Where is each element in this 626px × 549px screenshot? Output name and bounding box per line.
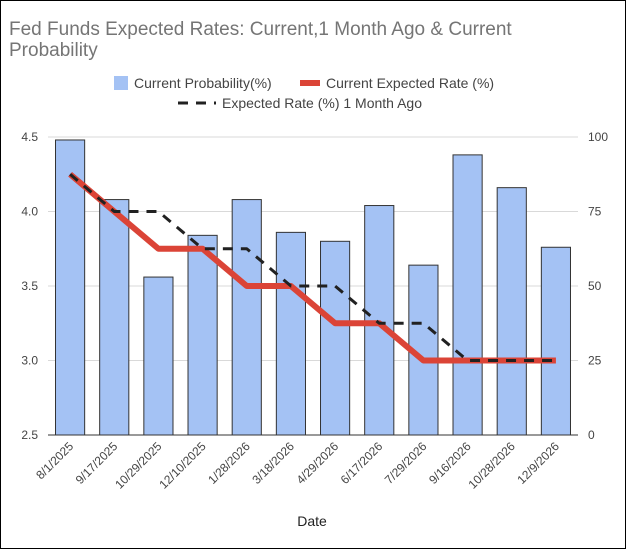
left-axis-tick-label: 3.0 [21,354,38,368]
probability-bar [99,199,130,436]
x-axis-tick-label: 6/17/2026 [338,439,386,487]
x-axis-label: Date [297,513,327,529]
probability-bar [55,139,86,436]
left-axis-tick-label: 4.5 [21,130,38,144]
chart-title: Fed Funds Expected Rates: Current,1 Mont… [9,19,512,61]
probability-bar [143,276,174,436]
x-axis-tick-label: 1/28/2026 [205,439,253,487]
right-axis-tick-label: 0 [588,428,595,442]
left-axis-ticks: 2.5 3.0 3.5 4.0 4.5 [21,130,38,442]
x-axis-tick-label: 8/1/2025 [33,439,76,482]
probability-bar [320,240,351,436]
rate-lines [68,171,556,364]
probability-bar [231,199,262,436]
x-axis-tick-label: 3/18/2026 [249,439,297,487]
legend-label-current-rate: Current Expected Rate (%) [326,75,494,91]
right-axis-ticks: 0 25 50 75 100 [588,130,608,442]
left-axis-tick-label: 3.5 [21,279,38,293]
x-axis-tick-label: 4/29/2026 [294,439,342,487]
probability-bars [55,139,571,436]
right-axis-tick-label: 100 [588,130,608,144]
legend-label-probability: Current Probability(%) [134,75,272,91]
probability-bar [452,154,483,436]
current-expected-rate-line [68,171,556,364]
x-axis-tick-label: 12/9/2026 [514,439,562,487]
right-axis-tick-label: 50 [588,279,602,293]
left-axis-tick-label: 4.0 [21,205,38,219]
right-axis-tick-label: 75 [588,205,602,219]
probability-bar [275,231,306,436]
x-axis-tick-label: 12/10/2025 [156,439,209,492]
x-axis-tick-label: 10/29/2025 [112,439,165,492]
legend-swatch-probability [114,76,128,90]
right-axis-tick-label: 25 [588,354,602,368]
x-axis-ticks: 8/1/20259/17/202510/29/202512/10/20251/2… [33,439,562,492]
chart-legend: Current Probability(%) Current Expected R… [114,75,494,111]
expected-rate-1-month-ago-line [69,173,556,362]
gridlines [48,136,578,436]
probability-bar [540,246,571,436]
legend-label-1-month-ago: Expected Rate (%) 1 Month Ago [222,95,422,111]
probability-bar [187,234,218,436]
x-axis-tick-label: 7/29/2026 [382,439,430,487]
left-axis-tick-label: 2.5 [21,428,38,442]
x-axis-tick-label: 10/28/2026 [466,439,519,492]
probability-bar [496,187,527,436]
